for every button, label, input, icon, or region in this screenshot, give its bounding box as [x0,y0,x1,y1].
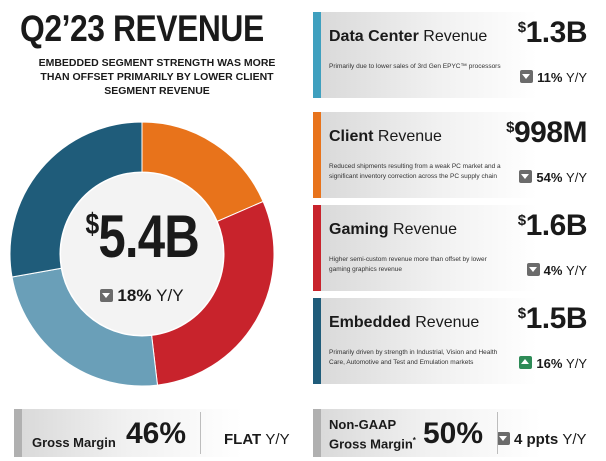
gross-margin-change: FLAT Y/Y [224,431,290,448]
margin-color-bar [313,409,321,457]
arrow-down-icon [497,432,510,445]
total-change-pct: 18% [117,286,152,305]
total-change-unit: Y/Y [156,286,184,305]
non-gaap-label: Non-GAAP Gross Margin* [329,417,416,452]
total-change: 18% Y/Y [2,286,282,306]
segment-description: Reduced shipments resulting from a weak … [329,163,501,180]
page-subtitle: EMBEDDED SEGMENT STRENGTH WAS MORE THAN … [38,57,276,97]
total-amount: 5.4B [98,203,199,270]
segment-color-bar [313,298,321,384]
segment-color-bar [313,112,321,198]
segment-color-bar [313,205,321,291]
total-currency: $ [85,208,99,241]
gross-margin-value: 46% [126,417,187,450]
non-gaap-margin-panel: Non-GAAP Gross Margin* 50% 4 ppts Y/Y [313,409,598,457]
segment-change: 11% Y/Y [520,70,587,85]
segment-name: Client Revenue [329,128,442,145]
donut-slice-embedded [9,121,143,278]
segment-name: Data Center Revenue [329,28,488,45]
segment-card-gaming: Gaming Revenue $1.6B Higher semi-custom … [313,205,593,291]
total-revenue-value: $5.4B [85,202,199,271]
segment-description: Primarily driven by strength in Industri… [329,349,498,366]
segment-card-embedded: Embedded Revenue $1.5B Primarily driven … [313,298,593,384]
segment-description: Higher semi-custom revenue more than off… [329,256,487,273]
segment-change: 16% Y/Y [519,356,587,371]
non-gaap-change: 4 ppts Y/Y [497,431,587,448]
arrow-down-icon [519,170,533,183]
segment-name: Gaming Revenue [329,221,458,238]
segment-color-bar [313,12,321,98]
gross-margin-panel: Gross Margin 46% FLAT Y/Y [14,409,299,457]
non-gaap-value: 50% [423,417,484,450]
arrow-down-icon [526,263,540,276]
segment-amount: $998M [506,116,587,149]
arrow-down-icon [520,70,534,83]
revenue-donut-chart: $5.4B 18% Y/Y [2,114,282,394]
divider [497,412,498,454]
gross-margin-label: Gross Margin [32,435,116,450]
segment-amount: $1.3B [517,16,588,49]
segment-change: 4% Y/Y [526,263,587,278]
donut-slice-gaming [151,200,275,386]
segment-amount: $1.6B [517,209,588,242]
segment-change: 54% Y/Y [519,170,587,185]
segment-amount: $1.5B [517,302,588,335]
segment-card-data-center: Data Center Revenue $1.3B Primarily due … [313,12,593,98]
arrow-up-icon [519,356,533,369]
divider [200,412,201,454]
margin-color-bar [14,409,22,457]
segment-name: Embedded Revenue [329,314,480,331]
arrow-down-icon [100,289,114,302]
page-title: Q2’23 REVENUE [20,8,264,49]
total-revenue: $5.4B [2,202,282,271]
segment-card-client: Client Revenue $998M Reduced shipments r… [313,112,593,198]
segment-description: Primarily due to lower sales of 3rd Gen … [329,63,501,70]
